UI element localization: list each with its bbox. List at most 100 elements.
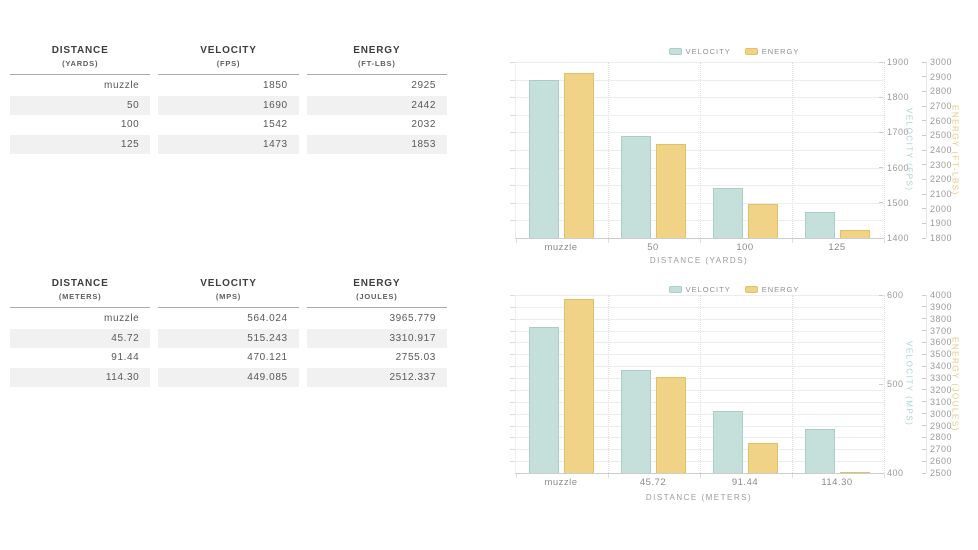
tick-label: 3500: [930, 349, 953, 360]
energy-axis: 4000 3900 3800 3700 3600 3500 3400 3300 3200 3100…: [922, 290, 953, 478]
velocity-bar[interactable]: [713, 410, 743, 473]
table-row: 100 1542 2032: [10, 115, 447, 135]
axis-tick: 1900: [879, 57, 909, 67]
left-tick-mark-icon: [510, 366, 515, 368]
tick-label: 2200: [930, 174, 953, 185]
axis-tick: 2600: [922, 116, 952, 126]
tick-mark-icon: [922, 425, 926, 427]
tick-mark-icon: [922, 318, 926, 320]
bottom-tick-mark-icon: [792, 474, 793, 478]
axis-tick: 2500: [922, 130, 952, 140]
column-header-energy: ENERGY (FT-LBS): [306, 40, 447, 75]
tick-mark-icon: [922, 222, 926, 224]
tick-mark-icon: [879, 383, 883, 385]
left-tick-mark-icon: [510, 150, 515, 151]
energy-bar[interactable]: [748, 203, 778, 238]
axis-tick: 2200: [922, 174, 952, 184]
x-tick-label: muzzle: [544, 242, 578, 253]
axis-tick: 2000: [922, 204, 952, 214]
table-cell: 1690: [158, 95, 299, 115]
tick-label: 2600: [930, 115, 953, 126]
tick-mark-icon: [922, 208, 926, 210]
tick-mark-icon: [879, 167, 883, 169]
table-row: 114.30 449.085 2512.337: [10, 367, 447, 387]
x-tick-label: 100: [736, 242, 754, 253]
axis-tick: 3300: [922, 373, 952, 383]
tick-mark-icon: [879, 131, 883, 133]
legend-item-energy[interactable]: ENERGY: [744, 285, 800, 294]
left-tick-mark-icon: [510, 378, 515, 380]
axis-tick: 3600: [922, 337, 952, 347]
tick-label: 500: [887, 379, 904, 389]
left-tick-mark-icon: [510, 425, 515, 427]
velocity-bar[interactable]: [621, 370, 651, 473]
gridline-vertical: [608, 295, 609, 473]
table-cell: 1473: [158, 134, 299, 154]
axis-tick: 1700: [879, 127, 909, 137]
velocity-bar[interactable]: [529, 79, 559, 238]
column-title: ENERGY: [353, 278, 401, 289]
tick-label: 3800: [930, 313, 953, 324]
column-title: VELOCITY: [200, 278, 257, 289]
velocity-bar[interactable]: [621, 135, 651, 238]
tick-mark-icon: [922, 306, 926, 308]
tick-label: 2800: [930, 432, 953, 443]
energy-bar[interactable]: [656, 376, 686, 473]
tick-label: 3000: [930, 408, 953, 419]
axis-tick: 3200: [922, 385, 952, 395]
legend-label: VELOCITY: [685, 46, 731, 56]
axis-tick: 600: [879, 290, 904, 300]
legend-item-energy[interactable]: ENERGY: [744, 47, 800, 56]
axis-tick: 2400: [922, 145, 952, 155]
axis-tick: 2500: [922, 468, 952, 478]
left-tick-mark-icon: [510, 342, 515, 344]
velocity-bar[interactable]: [529, 327, 559, 473]
energy-bar[interactable]: [656, 143, 686, 238]
tick-label: 2900: [930, 71, 953, 82]
left-tick-mark-icon: [510, 318, 515, 320]
legend-label: VELOCITY: [685, 284, 731, 294]
table-row: 45.72 515.243 3310.917: [10, 328, 447, 348]
energy-bar[interactable]: [840, 230, 870, 238]
column-header-energy: ENERGY (JOULES): [306, 273, 447, 308]
energy-bar[interactable]: [564, 73, 594, 238]
tick-mark-icon: [922, 472, 926, 474]
velocity-bar[interactable]: [805, 429, 835, 473]
gridline-vertical: [884, 62, 885, 238]
axis-tick: 3400: [922, 361, 952, 371]
x-tick-label: 114.30: [821, 477, 853, 488]
velocity-bar[interactable]: [713, 188, 743, 238]
tick-mark-icon: [922, 341, 926, 343]
tick-label: 2700: [930, 444, 953, 455]
energy-axis: 3000 2900 2800 2700 2600 2500 2400 2300 2200 2100…: [922, 57, 953, 243]
bottom-tick-mark-icon: [608, 474, 609, 478]
tick-mark-icon: [922, 105, 926, 107]
axis-line: [926, 62, 927, 238]
table-body: muzzle 1850 2925 50 1690 2442 100 1542 2032 125 14…: [10, 76, 447, 154]
tick-label: 2900: [930, 420, 953, 431]
left-tick-mark-icon: [510, 295, 515, 296]
tick-label: 1400: [887, 233, 910, 243]
tick-mark-icon: [879, 294, 883, 296]
legend-item-velocity[interactable]: VELOCITY: [668, 46, 731, 56]
table-row: 125 1473 1853: [10, 134, 447, 154]
column-unit: (YARDS): [62, 59, 99, 68]
table-cell: 3965.779: [389, 313, 436, 324]
table-cell: 3310.917: [306, 328, 447, 348]
energy-bar[interactable]: [564, 299, 594, 473]
velocity-bar[interactable]: [805, 212, 835, 238]
axis-tick: 500: [879, 379, 904, 389]
left-tick-mark-icon: [510, 413, 515, 415]
tick-mark-icon: [879, 96, 883, 98]
tick-label: 4000: [930, 290, 953, 300]
tick-label: 1700: [887, 127, 910, 138]
column-header-velocity: VELOCITY (FPS): [158, 40, 299, 75]
bottom-tick-mark-icon: [884, 239, 885, 243]
energy-bar[interactable]: [840, 471, 870, 473]
bottom-tick-mark-icon: [608, 239, 609, 243]
x-tick-label: 50: [647, 242, 659, 253]
legend-item-velocity[interactable]: VELOCITY: [668, 284, 731, 294]
tick-mark-icon: [879, 202, 883, 204]
energy-bar[interactable]: [748, 442, 778, 473]
axis-tick: 3100: [922, 397, 952, 407]
